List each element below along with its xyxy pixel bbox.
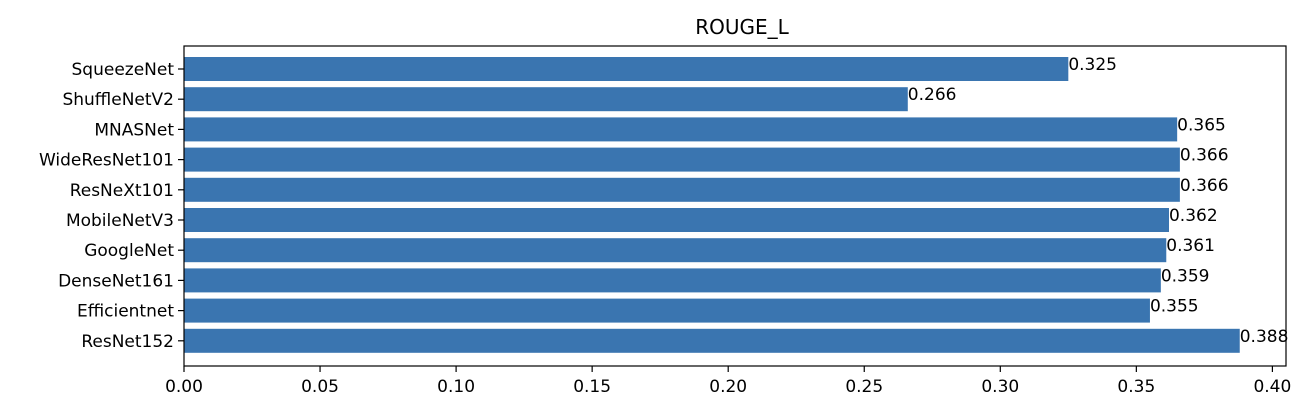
bar-shufflenetv2 (184, 87, 908, 112)
y-tick-label: SqueezeNet (72, 60, 175, 80)
x-tick-label: 0.40 (1253, 377, 1291, 397)
data-label: 0.325 (1068, 55, 1117, 75)
x-tick-label: 0.00 (165, 377, 203, 397)
data-label: 0.388 (1240, 327, 1289, 347)
plot-frame (183, 45, 1287, 367)
data-label: 0.366 (1180, 146, 1229, 166)
y-axis: SqueezeNet ShuffleNetV2 MNASNet WideResNet1… (39, 60, 184, 352)
x-axis: 0.00 0.05 0.10 0.15 0.20 0.25 0.30 0.35 0.40 (165, 366, 1291, 397)
bars-group (184, 57, 1240, 353)
y-tick-label: GoogleNet (84, 241, 174, 261)
bar-squeezenet (184, 57, 1069, 81)
x-tick-label: 0.30 (981, 377, 1019, 397)
data-label: 0.361 (1166, 236, 1215, 256)
bar-googlenet (184, 238, 1167, 263)
x-tick-label: 0.10 (437, 377, 475, 397)
y-tick-label: Efficientnet (77, 302, 174, 322)
chart-title: ROUGE_L (695, 15, 789, 39)
bar-wideresnet101 (184, 147, 1180, 172)
y-tick-label: ResNet152 (81, 332, 174, 352)
y-tick-label: MNASNet (94, 120, 174, 140)
x-tick-label: 0.15 (573, 377, 611, 397)
x-tick-label: 0.05 (301, 377, 339, 397)
x-tick-label: 0.20 (709, 377, 747, 397)
y-tick-label: ShuffleNetV2 (62, 90, 174, 110)
data-label: 0.362 (1169, 206, 1218, 226)
data-label: 0.266 (908, 85, 957, 105)
bar-resnet152 (184, 328, 1240, 353)
data-labels-group: 0.325 0.266 0.365 0.366 0.366 0.362 0.361 0.359… (908, 55, 1289, 347)
data-label: 0.366 (1180, 176, 1229, 196)
bar-mnasnet (184, 117, 1178, 142)
data-label: 0.365 (1177, 115, 1226, 135)
y-tick-label: DenseNet161 (58, 271, 174, 291)
data-label: 0.355 (1150, 297, 1199, 317)
y-tick-label: MobileNetV3 (66, 211, 174, 231)
data-label: 0.359 (1161, 266, 1210, 286)
bar-densenet161 (184, 268, 1161, 293)
bar-mobilenetv3 (184, 208, 1169, 232)
bar-efficientnet (184, 298, 1150, 323)
bar-resnext101 (184, 177, 1180, 202)
y-tick-label: WideResNet101 (39, 151, 174, 171)
x-tick-label: 0.35 (1117, 377, 1155, 397)
x-tick-label: 0.25 (845, 377, 883, 397)
y-tick-label: ResNeXt101 (70, 181, 174, 201)
